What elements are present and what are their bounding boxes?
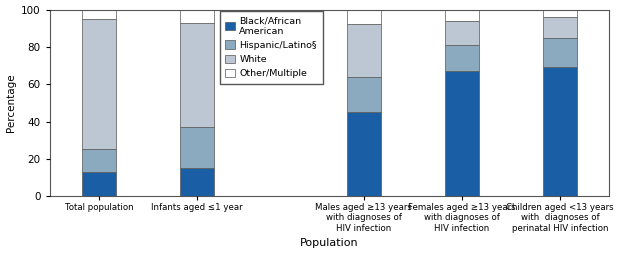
Bar [347,24,381,77]
Y-axis label: Percentage: Percentage [6,74,16,132]
Bar [347,112,381,196]
Bar [445,10,479,21]
Bar [445,21,479,45]
Bar [445,71,479,196]
Bar [347,77,381,112]
Bar [543,10,577,17]
Bar [81,10,116,19]
Bar [347,10,381,24]
Bar [543,67,577,196]
Bar [543,38,577,67]
Bar [81,19,116,150]
Bar [543,17,577,38]
Bar [180,168,214,196]
Bar [81,150,116,172]
Bar [180,23,214,127]
Bar [180,127,214,168]
X-axis label: Population: Population [300,239,359,248]
Bar [180,10,214,23]
Legend: Black/African
American, Hispanic/Latino§, White, Other/Multiple: Black/African American, Hispanic/Latino§… [220,11,322,84]
Bar [445,45,479,71]
Bar [81,172,116,196]
